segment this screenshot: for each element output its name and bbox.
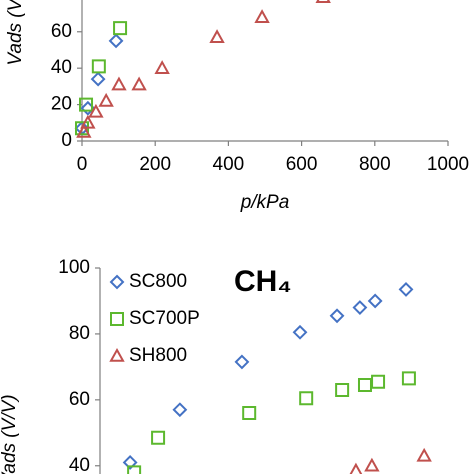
data-point xyxy=(401,371,416,386)
data-point xyxy=(76,123,92,138)
x-tick-label: 0 xyxy=(77,154,88,175)
data-point xyxy=(113,21,128,36)
data-point xyxy=(80,114,96,129)
data-point xyxy=(79,97,94,112)
y-axis-label: Vads (V/V) xyxy=(5,0,26,66)
data-point xyxy=(315,0,331,3)
data-point xyxy=(90,71,106,87)
legend-marker xyxy=(109,347,125,362)
data-point xyxy=(416,447,432,462)
legend-label: SH800 xyxy=(129,345,187,366)
data-point xyxy=(352,300,368,315)
y-tick-label: 60 xyxy=(69,389,90,410)
data-point xyxy=(335,382,350,397)
data-point xyxy=(172,402,188,418)
x-axis-label: p/kPa xyxy=(240,192,290,213)
data-point xyxy=(151,430,166,445)
data-point xyxy=(292,324,308,340)
data-point xyxy=(254,9,270,24)
data-point xyxy=(398,282,414,297)
data-point xyxy=(88,103,104,118)
data-point xyxy=(127,465,142,474)
data-point xyxy=(122,455,138,470)
y-tick-label: 80 xyxy=(69,323,90,344)
data-point xyxy=(329,308,345,324)
data-point xyxy=(371,374,386,389)
legend-marker xyxy=(109,274,125,290)
y-tick-label: 20 xyxy=(51,94,72,115)
y-tick-label: 100 xyxy=(58,257,90,278)
data-point xyxy=(111,76,127,91)
y-tick-label: 60 xyxy=(51,21,72,42)
y-tick-label: 0 xyxy=(61,130,72,151)
x-tick-label: 800 xyxy=(359,154,391,175)
data-point xyxy=(299,391,314,406)
y-axis-label: Vads (V/V) xyxy=(0,394,20,474)
x-tick-label: 1000 xyxy=(427,154,469,175)
chart-title: CH₄ xyxy=(234,265,292,298)
data-point xyxy=(108,33,124,49)
data-point xyxy=(367,293,383,309)
x-tick-label: 600 xyxy=(286,154,318,175)
x-tick-label: 400 xyxy=(213,154,245,175)
x-tick-label: 200 xyxy=(139,154,171,175)
data-point xyxy=(98,92,114,107)
legend-marker xyxy=(110,312,124,326)
data-point xyxy=(349,462,363,474)
data-point xyxy=(242,406,257,421)
data-point xyxy=(209,29,225,44)
y-tick-label: 40 xyxy=(69,455,90,474)
data-point xyxy=(91,59,106,74)
y-tick-label: 40 xyxy=(51,57,72,78)
legend-label: SC800 xyxy=(129,271,187,292)
data-point xyxy=(364,457,380,472)
legend-label: SC700P xyxy=(129,308,200,329)
data-point xyxy=(131,76,147,91)
data-point xyxy=(234,354,250,370)
data-point xyxy=(154,60,170,74)
data-point xyxy=(357,378,372,393)
